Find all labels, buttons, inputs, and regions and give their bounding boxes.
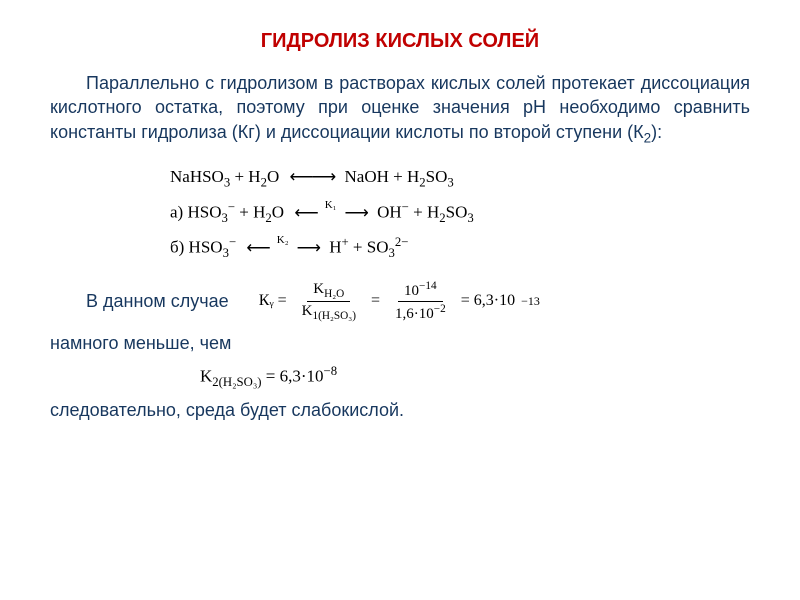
eq2-r1: OH bbox=[377, 203, 402, 222]
eq2-arR: ⟶ bbox=[344, 203, 366, 222]
calc-expression: Кᵧ = KH₂O K1(H₂SO₃) = 10−14 1,6·10−2 = 6… bbox=[259, 280, 540, 323]
frac-1: KH₂O K1(H₂SO₃) bbox=[296, 281, 362, 322]
frac1-den: K1(H₂SO₃) bbox=[296, 302, 362, 322]
k2-a: K bbox=[200, 366, 212, 385]
equation-block: NaHSO3 + H2O ⟵⟶ NaOH + H2SO3 а) HSO3− + … bbox=[170, 161, 750, 265]
calc-eq1: = bbox=[371, 292, 380, 310]
eq3-r1: H bbox=[329, 238, 341, 257]
eq2-sp1: − bbox=[228, 200, 235, 214]
eq3-r1s: + bbox=[341, 235, 348, 249]
frac2-num: 10−14 bbox=[398, 280, 443, 302]
eq1-r1s2: 3 bbox=[447, 176, 453, 190]
eq2-pre: а) HSO bbox=[170, 203, 221, 222]
eq3-sp1: − bbox=[229, 235, 236, 249]
eq3-pre: б) HSO bbox=[170, 238, 223, 257]
case-row: В данном случае Кᵧ = KH₂O K1(H₂SO₃) = 10… bbox=[50, 280, 750, 323]
frac2-den: 1,6·10−2 bbox=[389, 302, 452, 323]
calc-res-sup: −13 bbox=[521, 294, 540, 309]
f2ds: −2 bbox=[434, 303, 446, 315]
eq2-mid: + H bbox=[235, 203, 265, 222]
equation-2: а) HSO3− + H2O ⟵K₁⟶ OH− + H2SO3 bbox=[170, 195, 750, 230]
f2n: 10 bbox=[404, 283, 419, 299]
para-sub: 2 bbox=[644, 130, 652, 145]
para-tail: ): bbox=[651, 122, 662, 142]
f2ns: −14 bbox=[419, 280, 437, 292]
equation-1: NaHSO3 + H2O ⟵⟶ NaOH + H2SO3 bbox=[170, 161, 750, 195]
eq3-arL: ⟵ bbox=[246, 238, 268, 257]
eq2-mid2: O bbox=[272, 203, 284, 222]
eq2-arL: ⟵ bbox=[294, 203, 316, 222]
k2-sub: 2(H₂SO₃) bbox=[212, 375, 261, 389]
calc-left: Кᵧ = bbox=[259, 292, 287, 310]
eq1-p1: + H bbox=[230, 167, 260, 186]
title-text: ГИДРОЛИЗ КИСЛЫХ СОЛЕЙ bbox=[261, 30, 539, 52]
frac-2: 10−14 1,6·10−2 bbox=[389, 280, 452, 323]
eq2-r1s: − bbox=[402, 200, 409, 214]
f1ns: H₂O bbox=[324, 288, 344, 300]
eq2-k: K₁ bbox=[325, 199, 337, 211]
eq1-r1: NaOH + H bbox=[345, 167, 420, 186]
eq2-r2s2: 3 bbox=[467, 211, 473, 225]
eq1-r1t: SO bbox=[426, 167, 448, 186]
eq2-r2: + H bbox=[409, 203, 439, 222]
k2-expression: K2(H₂SO₃) = 6,3·10−8 bbox=[200, 364, 750, 390]
less-label: намного меньше, чем bbox=[50, 333, 750, 354]
f1n: K bbox=[313, 281, 324, 297]
eq3-r2: + SO bbox=[349, 238, 389, 257]
page-title: ГИДРОЛИЗ КИСЛЫХ СОЛЕЙ bbox=[50, 30, 750, 53]
eq1-arrow: ⟵⟶ bbox=[290, 167, 335, 186]
equation-3: б) HSO3− ⟵K₂⟶ H+ + SO32− bbox=[170, 230, 750, 265]
f2d: 1,6·10 bbox=[395, 306, 434, 322]
intro-paragraph: Параллельно с гидролизом в растворах кис… bbox=[50, 71, 750, 147]
k2-sup: −8 bbox=[324, 364, 338, 378]
case-label: В данном случае bbox=[50, 291, 229, 312]
eq3-r2p: 2− bbox=[395, 235, 409, 249]
k2-b: = 6,3·10 bbox=[262, 366, 324, 385]
eq2-r2b: SO bbox=[446, 203, 468, 222]
conclusion: следовательно, среда будет слабокислой. bbox=[50, 400, 750, 421]
eq1-lhs: NaHSO bbox=[170, 167, 224, 186]
frac1-num: KH₂O bbox=[307, 281, 350, 302]
eq3-k: K₂ bbox=[277, 234, 289, 246]
eq1-p1t: O bbox=[267, 167, 279, 186]
calc-eq2: = 6,3·10 bbox=[461, 292, 515, 310]
f1d: K bbox=[302, 303, 313, 319]
f1ds: 1(H₂SO₃) bbox=[312, 310, 355, 322]
eq3-arR: ⟶ bbox=[297, 238, 319, 257]
